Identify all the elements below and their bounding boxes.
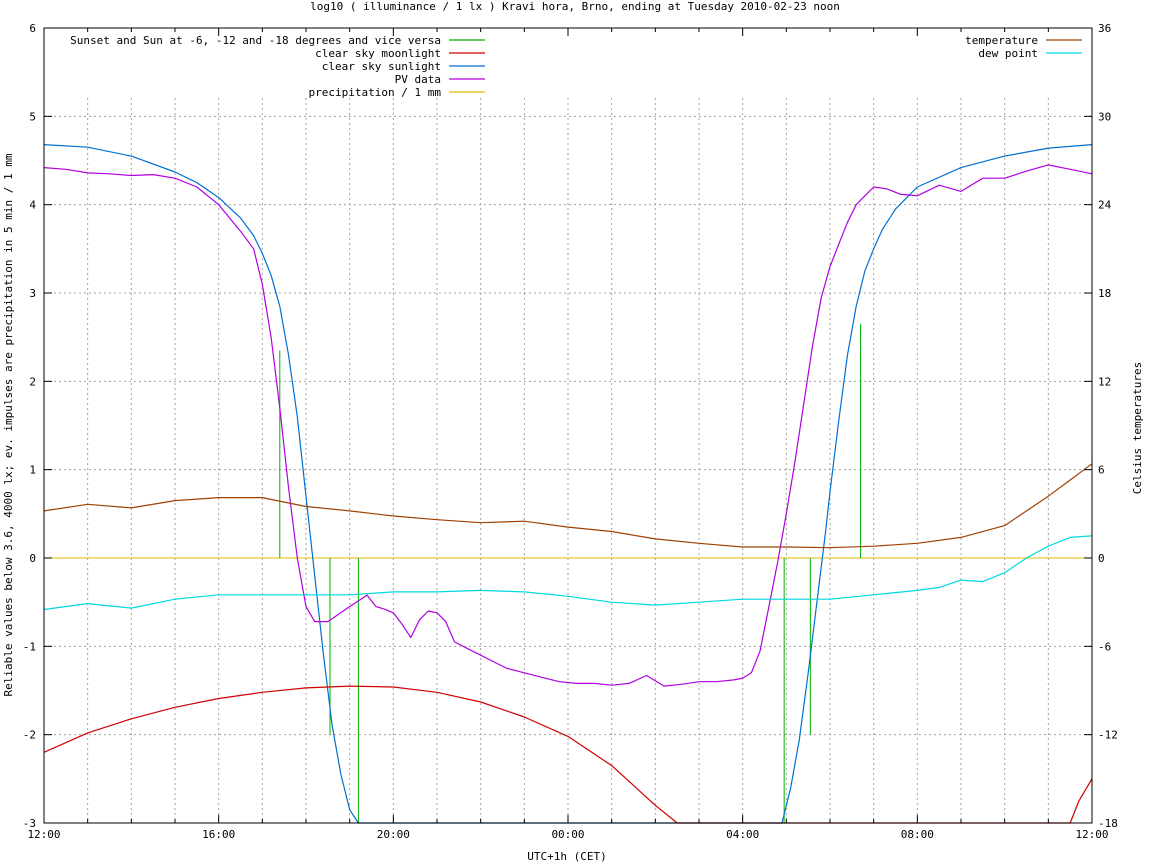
y-tick-label: 5 — [29, 110, 36, 123]
legend-label: clear sky moonlight — [315, 47, 441, 60]
grid — [44, 98, 1092, 823]
y-tick-label: 6 — [29, 22, 36, 35]
y2-tick-label: 24 — [1098, 199, 1112, 212]
y-tick-label: 3 — [29, 287, 36, 300]
x-tick-label: 00:00 — [551, 828, 584, 841]
y-tick-label: -2 — [23, 729, 36, 742]
y2-tick-label: 18 — [1098, 287, 1111, 300]
y-tick-label: 2 — [29, 375, 36, 388]
y-tick-label: 0 — [29, 552, 36, 565]
chart-title: log10 ( illuminance / 1 lx ) Kravi hora,… — [310, 0, 840, 13]
y2-tick-label: 6 — [1098, 464, 1105, 477]
x-axis-label: UTC+1h (CET) — [527, 850, 606, 863]
legend-label: temperature — [965, 34, 1038, 47]
dew-point-series — [43, 535, 1093, 611]
y2-tick-label: -12 — [1098, 729, 1118, 742]
y2-tick-label: -18 — [1098, 817, 1118, 830]
legend: Sunset and Sun at -6, -12 and -18 degree… — [70, 34, 1082, 99]
x-tick-label: 20:00 — [377, 828, 410, 841]
legend-label: Sunset and Sun at -6, -12 and -18 degree… — [70, 34, 441, 47]
y-tick-label: 4 — [29, 199, 36, 212]
x-tick-label: 08:00 — [901, 828, 934, 841]
x-tick-label: 04:00 — [726, 828, 759, 841]
y2-tick-label: 0 — [1098, 552, 1105, 565]
y2-tick-label: 12 — [1098, 375, 1111, 388]
y-tick-label: -1 — [23, 640, 36, 653]
x-tick-label: 16:00 — [202, 828, 235, 841]
y-axis-label: Reliable values below 3.6, 4000 lx; ev. … — [2, 153, 15, 696]
y-tick-label: -3 — [23, 817, 36, 830]
pv-data-series — [43, 164, 1093, 687]
y-tick-label: 1 — [29, 464, 36, 477]
x-tick-label: 12:00 — [27, 828, 60, 841]
y2-tick-label: -6 — [1098, 640, 1111, 653]
legend-label: dew point — [978, 47, 1038, 60]
y2-tick-label: 36 — [1098, 22, 1111, 35]
legend-label: PV data — [395, 73, 441, 86]
legend-label: clear sky sunlight — [322, 60, 441, 73]
y2-axis-label: Celsius temperatures — [1131, 362, 1144, 494]
temperature-series — [43, 463, 1093, 549]
x-tick-label: 12:00 — [1075, 828, 1108, 841]
legend-label: precipitation / 1 mm — [309, 86, 442, 99]
y2-tick-label: 30 — [1098, 110, 1111, 123]
